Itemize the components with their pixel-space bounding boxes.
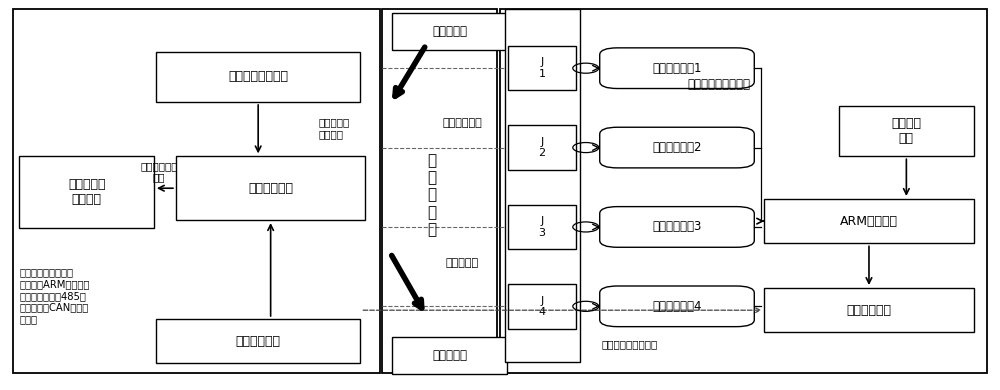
Bar (508, 284, 576, 329)
Text: 位姿数据及控制命令: 位姿数据及控制命令 (602, 339, 658, 349)
FancyBboxPatch shape (600, 207, 754, 247)
Text: 无线通信模块: 无线通信模块 (846, 304, 891, 317)
Bar (13, 9, 380, 373)
Bar (392, 13, 507, 50)
Bar (508, 125, 576, 170)
Text: 机动设备运动
数据: 机动设备运动 数据 (140, 161, 178, 183)
Text: 平面反射面: 平面反射面 (432, 349, 467, 362)
Bar (19, 156, 154, 228)
Bar (764, 288, 974, 332)
Text: 偏向位移测量: 偏向位移测量 (442, 118, 482, 128)
Text: 中央处理系统: 中央处理系统 (248, 182, 293, 195)
Bar (176, 156, 365, 220)
Text: 激光测距仪安装支架: 激光测距仪安装支架 (688, 78, 751, 91)
Text: 激光测距模块3: 激光测距模块3 (652, 220, 702, 234)
Bar (508, 46, 576, 90)
Bar (500, 9, 987, 373)
Text: ARM微控制器: ARM微控制器 (840, 215, 898, 228)
Text: 相对水平面
偏角数据: 相对水平面 偏角数据 (319, 118, 350, 139)
FancyBboxPatch shape (600, 286, 754, 327)
Text: 中央处理系统包括如
下模块：ARM处理器、
无线通信模块、485总
线收发器、CAN总线收
发器。: 中央处理系统包括如 下模块：ARM处理器、 无线通信模块、485总 线收发器、C… (19, 268, 90, 324)
Text: 激光测距模块4: 激光测距模块4 (652, 300, 702, 313)
Bar (508, 205, 576, 249)
Text: J
2: J 2 (538, 137, 545, 158)
Text: 支架标定
模块: 支架标定 模块 (891, 117, 921, 145)
Bar (382, 9, 497, 373)
Bar (392, 337, 507, 374)
Text: 机动设备运
动控制器: 机动设备运 动控制器 (68, 178, 105, 206)
FancyBboxPatch shape (600, 48, 754, 89)
Bar (505, 9, 580, 362)
Text: J
4: J 4 (538, 296, 545, 317)
Text: 激光测距模块2: 激光测距模块2 (652, 141, 702, 154)
FancyBboxPatch shape (600, 127, 754, 168)
Bar (156, 52, 360, 102)
Bar (839, 106, 974, 156)
Text: 无线通信模块: 无线通信模块 (236, 335, 281, 347)
Text: J
3: J 3 (538, 216, 545, 238)
Text: 激
光
反
射
面: 激 光 反 射 面 (428, 153, 437, 237)
Text: 三轴加速度传感器: 三轴加速度传感器 (228, 71, 288, 83)
Text: 偏向角测量: 偏向角测量 (446, 258, 479, 268)
Text: 激光测距模块1: 激光测距模块1 (652, 62, 702, 74)
Bar (156, 319, 360, 363)
Text: 锥面反射面: 锥面反射面 (432, 25, 467, 38)
Bar (764, 199, 974, 243)
Text: J
1: J 1 (538, 57, 545, 79)
